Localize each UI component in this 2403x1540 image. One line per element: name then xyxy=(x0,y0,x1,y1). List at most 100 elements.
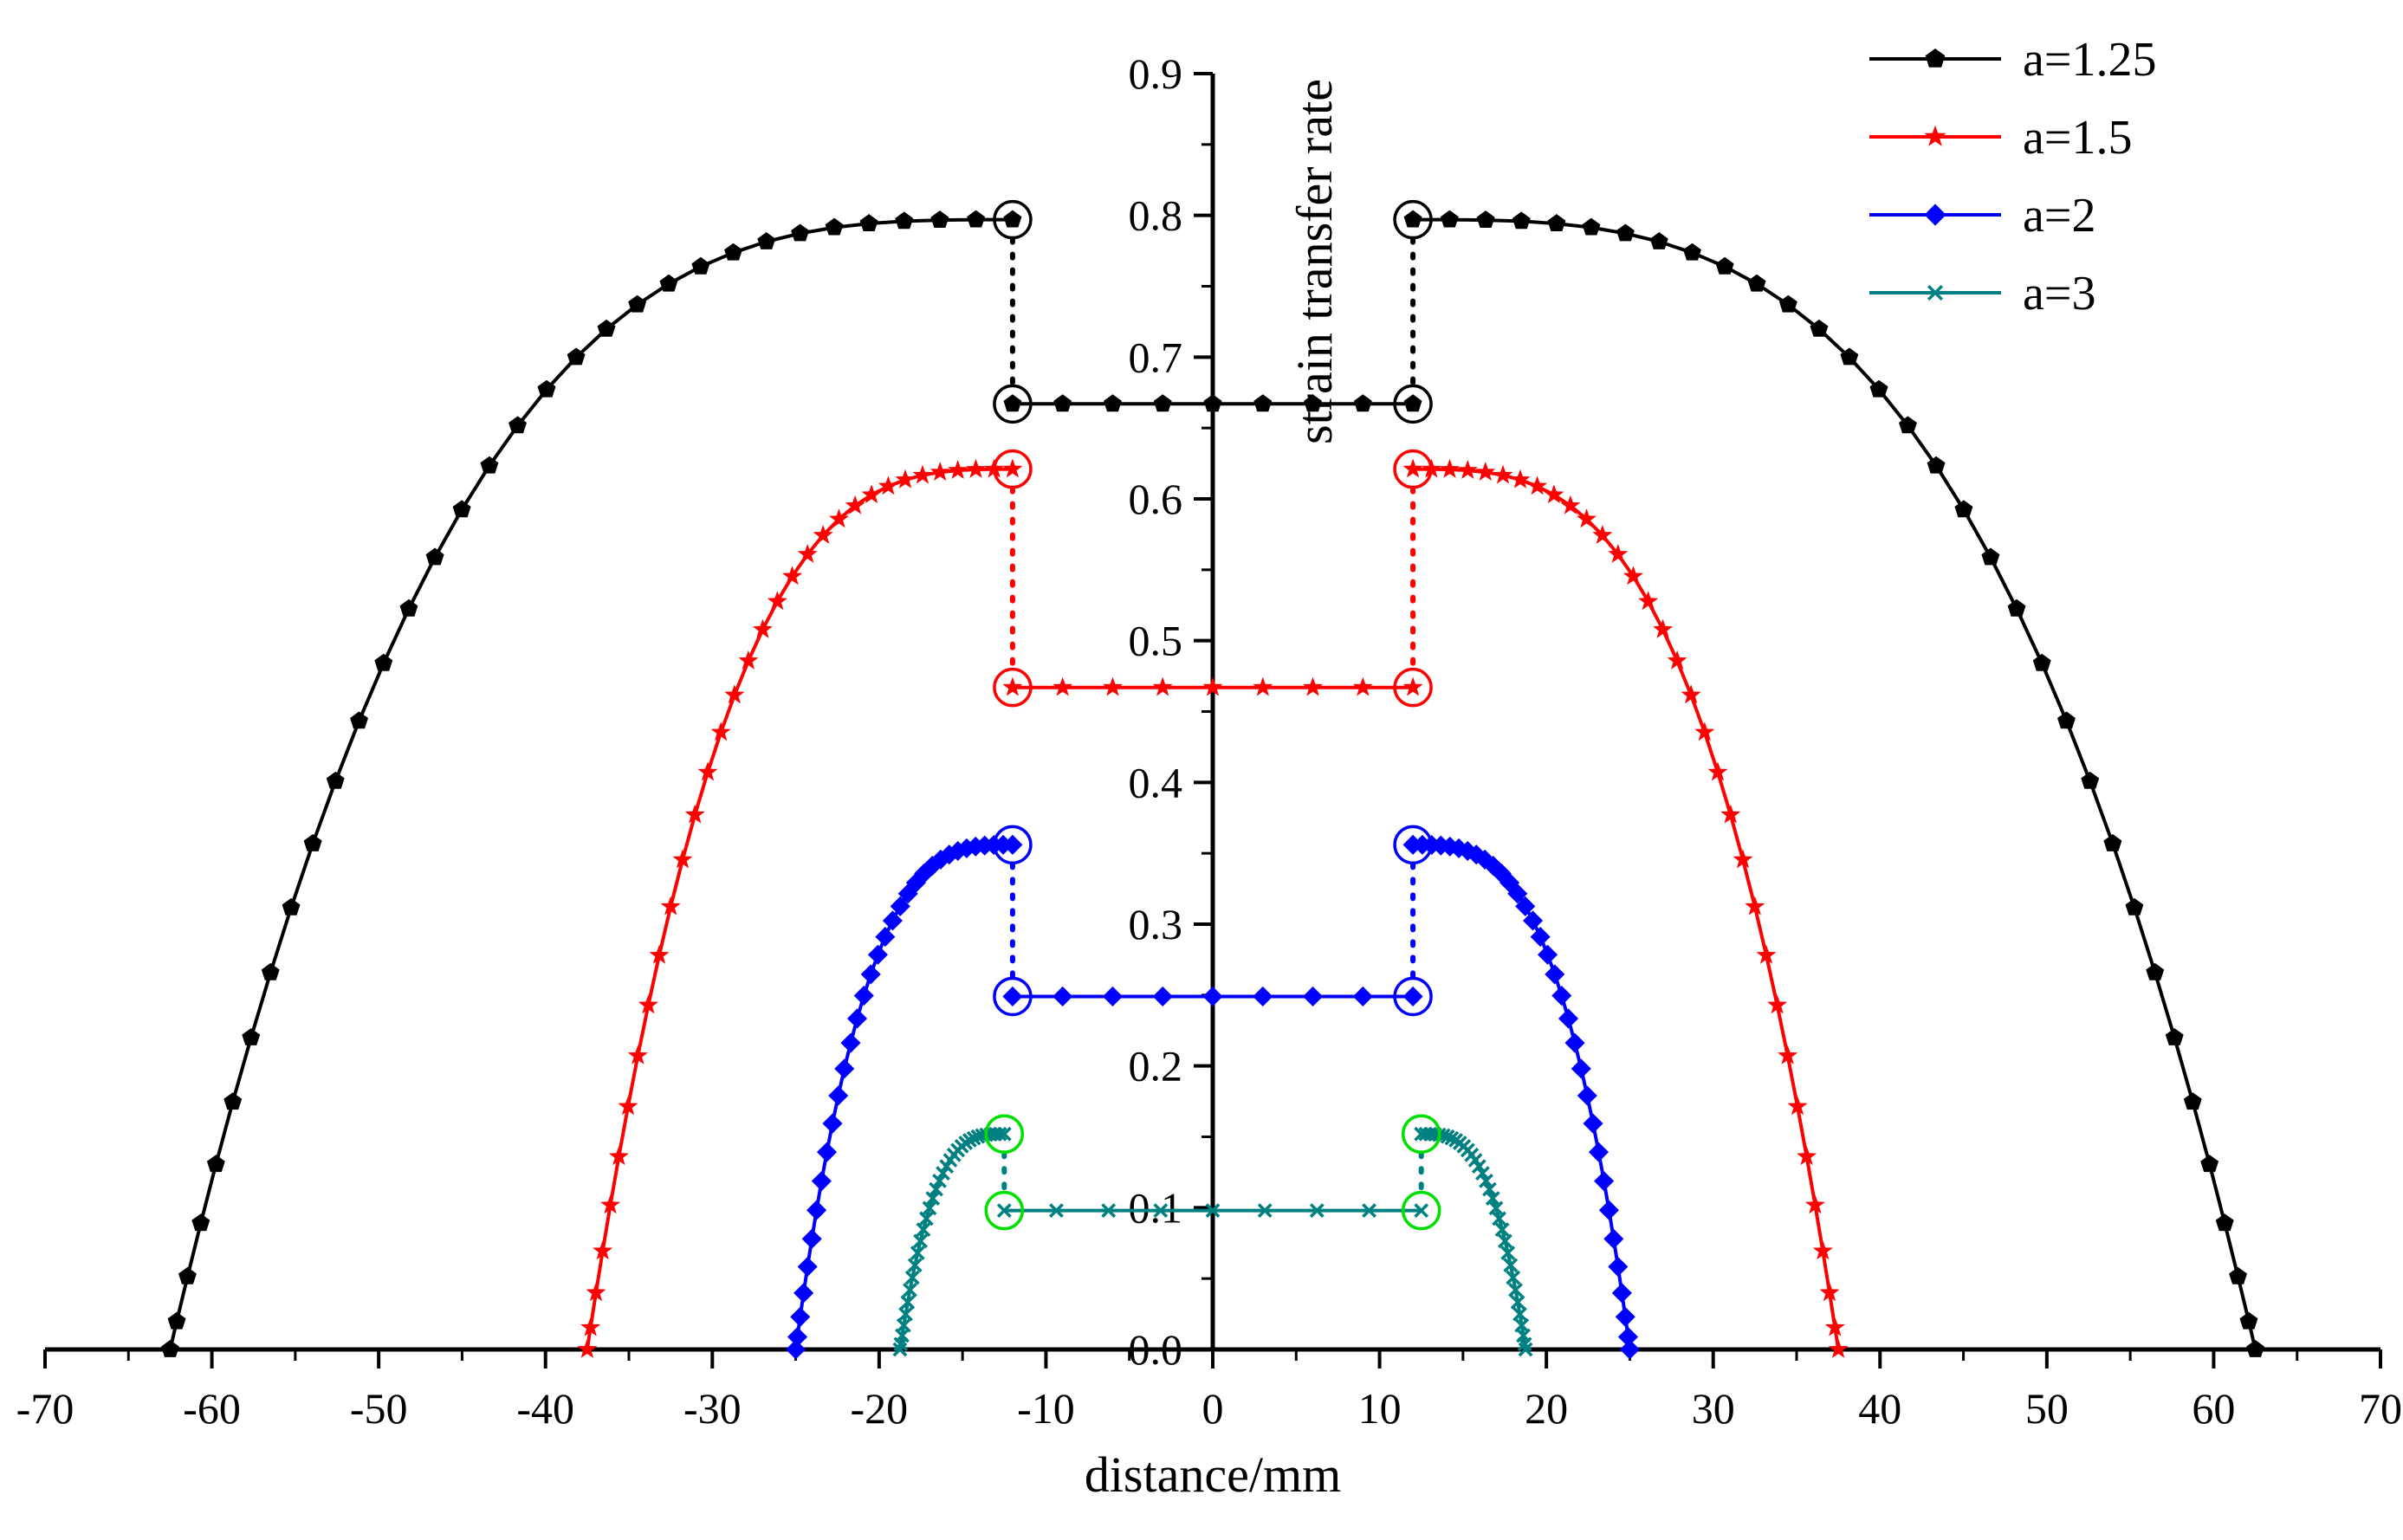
joint-circle xyxy=(993,825,1033,865)
data-point xyxy=(697,761,718,781)
data-point xyxy=(399,599,418,617)
data-point xyxy=(1608,1256,1629,1278)
data-point xyxy=(1414,1203,1429,1218)
data-point xyxy=(1638,591,1659,611)
data-point xyxy=(326,771,345,789)
data-point xyxy=(1558,1008,1579,1029)
data-point xyxy=(1152,676,1173,696)
data-point xyxy=(786,1339,806,1360)
data-point xyxy=(1810,319,1829,337)
data-point xyxy=(1588,1142,1610,1162)
data-point xyxy=(452,500,471,518)
data-point xyxy=(223,1092,243,1110)
data-point xyxy=(2146,962,2165,980)
data-point xyxy=(1577,508,1597,528)
joint-circle xyxy=(1393,976,1433,1017)
data-point xyxy=(350,711,368,729)
data-point xyxy=(1402,458,1423,478)
data-point xyxy=(782,566,803,586)
x-tick-label: 20 xyxy=(1525,1384,1568,1433)
data-point xyxy=(2165,1028,2184,1045)
x-tick-label: -20 xyxy=(851,1384,909,1433)
data-point xyxy=(649,944,670,964)
data-point xyxy=(811,1171,832,1192)
joint-circle xyxy=(1393,825,1433,865)
data-point xyxy=(608,1146,629,1166)
data-point xyxy=(1611,1283,1632,1304)
data-point xyxy=(724,684,745,704)
data-point xyxy=(1510,469,1531,489)
data-point xyxy=(1538,944,1558,965)
series-line xyxy=(897,1132,1005,1350)
data-point xyxy=(897,883,918,904)
data-point xyxy=(797,544,818,563)
data-point xyxy=(1493,464,1513,484)
data-point xyxy=(965,836,986,857)
data-point xyxy=(1101,1203,1117,1218)
data-point xyxy=(261,962,280,980)
data-point xyxy=(1253,676,1273,696)
data-point xyxy=(1202,986,1223,1007)
data-point xyxy=(691,256,710,275)
y-tick-label: 0.0 xyxy=(1129,1325,1183,1374)
data-point xyxy=(628,294,647,313)
data-point xyxy=(1049,1203,1064,1218)
data-point xyxy=(567,347,586,366)
data-point xyxy=(1530,927,1551,948)
x-tick-label: -30 xyxy=(683,1384,742,1433)
data-point xyxy=(178,1266,197,1284)
x-tick-label: -50 xyxy=(350,1384,408,1433)
data-point xyxy=(860,964,881,985)
data-point xyxy=(966,458,986,478)
data-point xyxy=(2032,653,2051,671)
data-point xyxy=(806,1200,827,1220)
y-tick-label: 0.4 xyxy=(1129,758,1183,806)
data-point xyxy=(1512,1306,1527,1322)
data-point xyxy=(1812,1240,1833,1260)
data-point xyxy=(1352,986,1373,1007)
data-point xyxy=(1494,1222,1510,1237)
data-point xyxy=(793,1283,814,1304)
data-point xyxy=(1002,676,1023,696)
data-point xyxy=(1302,986,1324,1007)
data-point xyxy=(1440,836,1461,857)
data-point xyxy=(1840,347,1859,366)
series-line xyxy=(1413,217,2257,1350)
x-tick-label: 40 xyxy=(1858,1384,1901,1433)
y-tick-label: 0.2 xyxy=(1129,1042,1183,1090)
data-point xyxy=(929,1181,943,1197)
joint-circle xyxy=(993,384,1033,424)
legend-label: a=3 xyxy=(2023,267,2095,320)
joint-circle xyxy=(1393,199,1433,240)
data-point xyxy=(1503,1258,1519,1273)
data-point xyxy=(1475,1166,1490,1181)
data-point xyxy=(374,653,393,671)
data-point xyxy=(738,650,759,670)
data-point xyxy=(1924,125,1946,146)
data-point xyxy=(1683,243,1701,261)
data-point xyxy=(508,416,527,434)
data-point xyxy=(903,1282,917,1297)
data-point xyxy=(1253,394,1273,412)
data-point xyxy=(618,1096,638,1116)
data-point xyxy=(913,1233,928,1249)
joint-circle xyxy=(993,199,1033,240)
series-line xyxy=(168,217,1013,1350)
data-point xyxy=(1479,1174,1493,1188)
data-point xyxy=(1403,210,1422,228)
data-point xyxy=(1797,1146,1817,1166)
data-point xyxy=(922,1200,937,1216)
data-point xyxy=(1205,1203,1221,1218)
data-point xyxy=(867,944,888,965)
data-point xyxy=(1925,49,1946,68)
data-point xyxy=(2007,599,2026,617)
data-point xyxy=(1649,232,1668,249)
data-point xyxy=(1616,223,1635,242)
data-point xyxy=(1551,985,1572,1006)
x-tick-label: 10 xyxy=(1358,1384,1402,1433)
data-point xyxy=(303,834,322,851)
data-point xyxy=(878,476,898,495)
data-point xyxy=(1527,476,1548,495)
data-point xyxy=(1512,211,1531,230)
